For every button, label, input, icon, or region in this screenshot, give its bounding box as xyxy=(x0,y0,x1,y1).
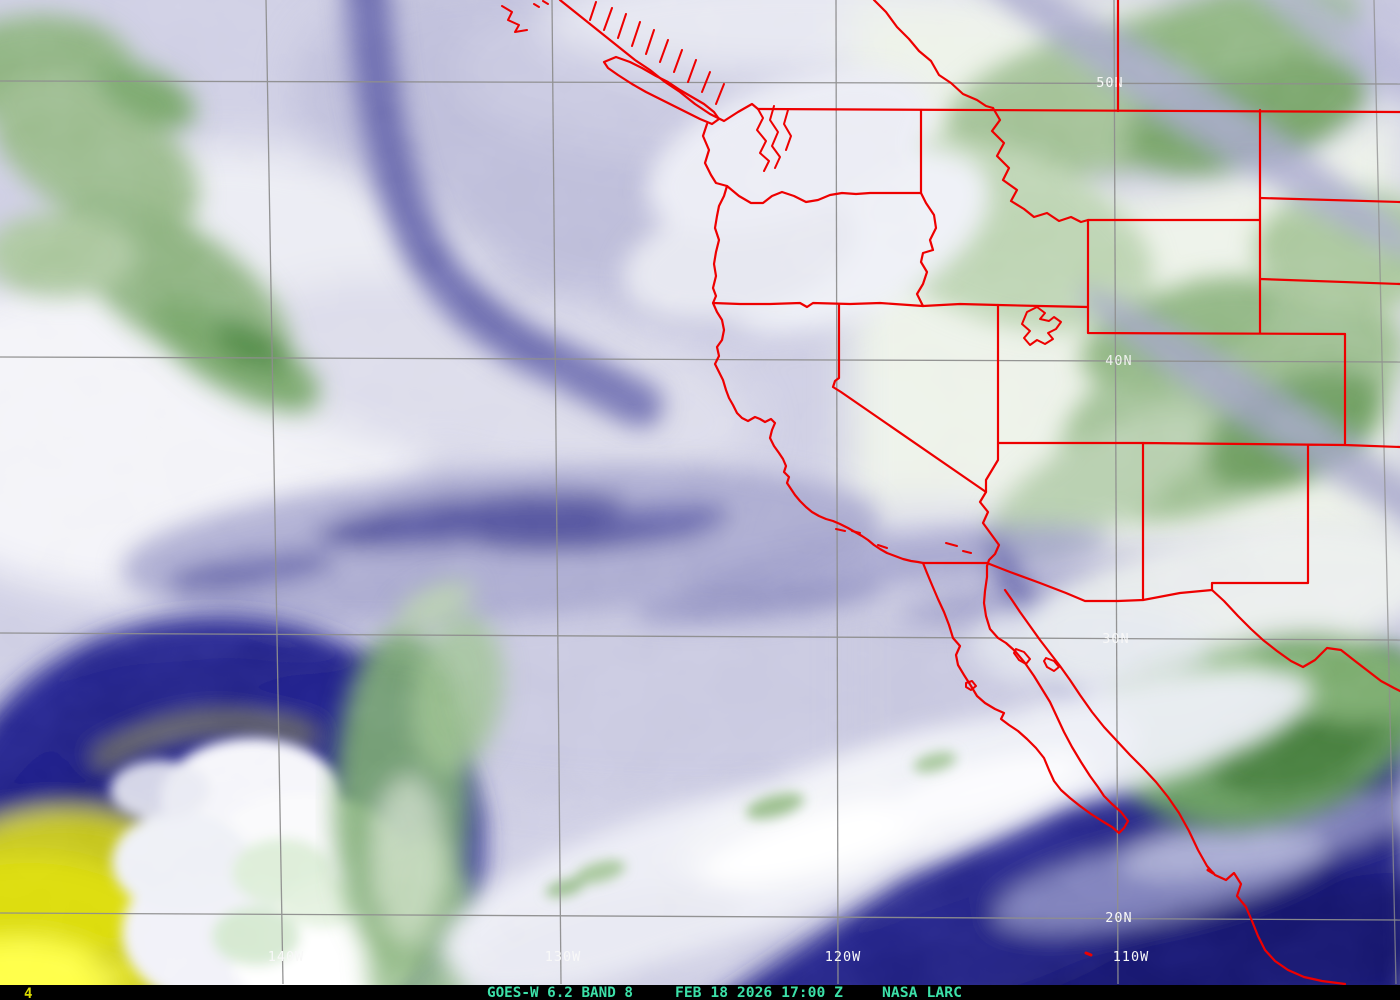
lat-label-50n: 50N xyxy=(1096,75,1123,91)
credit-label: NASA LARC xyxy=(882,985,962,1000)
lat-label-20n: 20N xyxy=(1105,910,1132,926)
dakota-nebraska-borders xyxy=(1258,196,1400,286)
gridline-lat-20n xyxy=(0,912,1400,921)
bc-alberta-border xyxy=(872,0,995,110)
mexico-mainland-coastline xyxy=(1003,588,1347,986)
washington-oregon-border xyxy=(725,184,923,205)
oregon-idaho-border xyxy=(915,191,938,308)
frame-counter: 4 xyxy=(24,986,32,1000)
annotation-bar: GOES-W 6.2 BAND 8 FEB 18 2026 17:00 Z NA… xyxy=(0,985,1400,1000)
gridline-lat-50n xyxy=(0,80,1400,85)
us-mexico-border xyxy=(921,561,1214,603)
gridline-lon-100w xyxy=(1373,0,1397,985)
great-salt-lake xyxy=(1021,306,1062,346)
annotation-bar-background xyxy=(0,985,1400,1000)
channel-islands xyxy=(835,528,972,554)
california-nevada-border xyxy=(831,302,1001,568)
gridline-lat-40n xyxy=(0,356,1400,363)
haida-gwaii-islands xyxy=(501,0,549,33)
lat-label-40n: 40N xyxy=(1105,353,1132,369)
gridline-lon-140w xyxy=(265,0,284,985)
wyoming-borders xyxy=(1086,108,1347,336)
montana-idaho-border xyxy=(990,106,1090,224)
colorado-newmexico-borders xyxy=(1141,332,1400,602)
gridline-lon-120w xyxy=(835,0,839,985)
lon-label-120w: 120W xyxy=(825,949,862,965)
grid-labels: 50N 40N 30N 20N 140W 130W 120W 110W xyxy=(268,75,1150,965)
gridline-lon-110w xyxy=(1113,0,1119,985)
gulf-of-california-islands xyxy=(965,648,1060,691)
product-label: GOES-W 6.2 BAND 8 xyxy=(487,985,633,1000)
vancouver-island xyxy=(602,55,721,126)
rio-grande-border xyxy=(1210,588,1400,693)
gridline-lon-130w xyxy=(551,0,562,985)
lon-label-130w: 130W xyxy=(545,949,582,965)
pacific-coastline xyxy=(701,122,925,565)
puget-sound xyxy=(756,105,792,172)
gridline-lat-30n xyxy=(0,632,1400,641)
lat-label-30n: 30N xyxy=(1102,631,1129,647)
timestamp-label: FEB 18 2026 17:00 Z xyxy=(675,985,843,1000)
tres-marias-islands xyxy=(1084,868,1215,957)
bc-fjords xyxy=(589,1,725,105)
nevada-utah-arizona-borders xyxy=(984,303,1145,494)
bc-coastline xyxy=(558,0,760,123)
lon-label-110w: 110W xyxy=(1113,949,1150,965)
lon-label-140w: 140W xyxy=(268,949,305,965)
us-canada-border xyxy=(756,107,1400,114)
map-boundaries-overlay xyxy=(501,0,1400,986)
